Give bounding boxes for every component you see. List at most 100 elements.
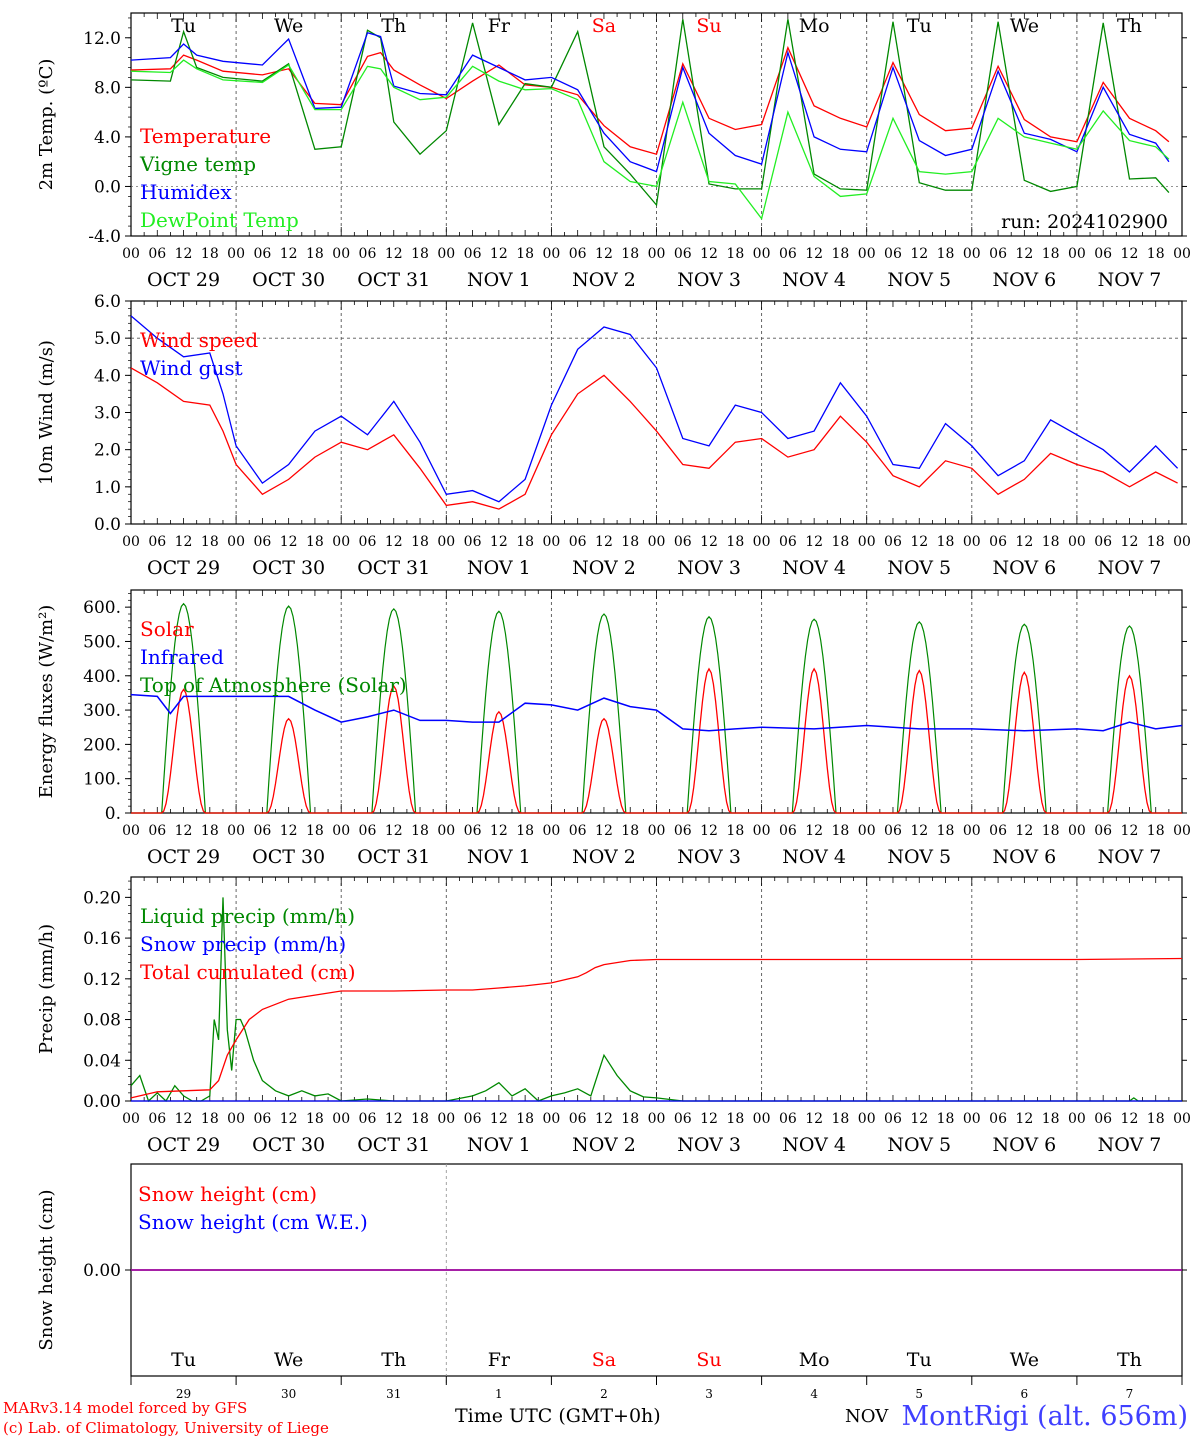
weekday-label: We — [1010, 15, 1039, 37]
hour-label: 12 — [1015, 246, 1033, 262]
hour-label: 18 — [411, 246, 429, 262]
date-label: NOV 3 — [677, 557, 741, 579]
hour-label: 12 — [700, 823, 718, 839]
hour-label: 06 — [674, 534, 692, 550]
hour-label: 06 — [674, 1111, 692, 1127]
y-tick-label: 4.0 — [94, 128, 121, 148]
hour-label: 06 — [1094, 1111, 1112, 1127]
day-number-label: 1 — [495, 1387, 503, 1401]
y-tick-label: 0.00 — [83, 1261, 121, 1281]
hour-label: 06 — [359, 1111, 377, 1127]
hour-label: 18 — [937, 1111, 955, 1127]
legend-entry: Top of Atmosphere (Solar) — [140, 673, 407, 697]
hour-label: 06 — [253, 534, 271, 550]
y-tick-label: 0.16 — [83, 929, 121, 949]
date-label: NOV 6 — [992, 269, 1056, 291]
date-label: NOV 2 — [572, 1134, 636, 1156]
hour-label: 18 — [621, 246, 639, 262]
hour-label: 12 — [805, 1111, 823, 1127]
hour-label: 12 — [280, 246, 298, 262]
y-tick-label: 300. — [83, 701, 121, 721]
y-tick-label: 1.0 — [94, 478, 121, 498]
day-number-label: 5 — [915, 1387, 923, 1401]
date-label: OCT 31 — [357, 846, 430, 868]
hour-label: 06 — [464, 534, 482, 550]
hour-label: 18 — [832, 1111, 850, 1127]
hour-label: 00 — [437, 823, 455, 839]
hour-label: 00 — [542, 246, 560, 262]
hour-label: 18 — [832, 534, 850, 550]
hour-label: 06 — [569, 246, 587, 262]
legend-entry: DewPoint Temp — [140, 208, 299, 232]
y-tick-label: 0.0 — [94, 515, 121, 535]
hour-label: 06 — [569, 823, 587, 839]
hour-label: 18 — [1147, 534, 1165, 550]
hour-label: 18 — [1042, 823, 1060, 839]
weekday-label: Th — [381, 1349, 406, 1371]
hour-label: 06 — [569, 534, 587, 550]
hour-label: 18 — [516, 534, 534, 550]
series-humidex — [130, 32, 1170, 173]
y-axis-title: Snow height (cm) — [36, 1189, 57, 1350]
hour-label: 18 — [726, 246, 744, 262]
hour-label: 12 — [1121, 246, 1139, 262]
date-label: NOV 5 — [887, 846, 951, 868]
date-label: NOV 2 — [572, 557, 636, 579]
date-label: OCT 29 — [147, 846, 220, 868]
hour-label: 06 — [989, 534, 1007, 550]
hour-label: 00 — [648, 1111, 666, 1127]
date-label: NOV 4 — [782, 557, 846, 579]
date-label: OCT 29 — [147, 557, 220, 579]
hour-label: 12 — [805, 246, 823, 262]
hour-label: 12 — [490, 1111, 508, 1127]
date-label: OCT 30 — [252, 1134, 325, 1156]
hour-label: 18 — [726, 1111, 744, 1127]
y-tick-label: 0.00 — [83, 1092, 121, 1112]
y-tick-label: 0. — [105, 804, 121, 824]
hour-label: 18 — [726, 823, 744, 839]
hour-label: 12 — [595, 246, 613, 262]
hour-label: 06 — [884, 534, 902, 550]
hour-label: 06 — [359, 823, 377, 839]
date-label: NOV 3 — [677, 1134, 741, 1156]
hour-label: 18 — [201, 534, 219, 550]
series-liquid-precip-mm-h- — [130, 897, 1182, 1103]
hour-label: 06 — [569, 1111, 587, 1127]
hour-label: 00 — [332, 534, 350, 550]
hour-label: 06 — [779, 1111, 797, 1127]
date-label: NOV 1 — [467, 557, 531, 579]
hour-label: 12 — [385, 246, 403, 262]
hour-label: 00 — [332, 246, 350, 262]
date-label: NOV 7 — [1098, 846, 1162, 868]
hour-label: 06 — [1094, 246, 1112, 262]
weekday-label: Tu — [171, 15, 196, 37]
y-tick-label: 12.0 — [83, 29, 121, 49]
hour-label: 00 — [332, 823, 350, 839]
hour-label: 12 — [385, 1111, 403, 1127]
hour-label: 06 — [359, 534, 377, 550]
hour-label: 00 — [858, 823, 876, 839]
date-label: NOV 4 — [782, 846, 846, 868]
legend-entry: Wind gust — [140, 356, 243, 380]
hour-label: 18 — [1042, 1111, 1060, 1127]
date-label: OCT 31 — [357, 557, 430, 579]
legend-entry: Solar — [140, 617, 194, 641]
y-tick-label: 100. — [83, 770, 121, 790]
date-label: NOV 4 — [782, 269, 846, 291]
hour-label: 18 — [832, 823, 850, 839]
date-label: OCT 31 — [357, 269, 430, 291]
hour-label: 06 — [253, 246, 271, 262]
y-tick-label: 4.0 — [94, 366, 121, 386]
hour-label: 12 — [595, 823, 613, 839]
hour-label: 12 — [175, 246, 193, 262]
hour-label: 00 — [1068, 246, 1086, 262]
hour-label: 00 — [858, 246, 876, 262]
hour-label: 12 — [595, 1111, 613, 1127]
date-label: NOV 1 — [467, 269, 531, 291]
hour-label: 18 — [1042, 246, 1060, 262]
y-tick-label: 2.0 — [94, 441, 121, 461]
hour-label: 12 — [700, 534, 718, 550]
date-label: NOV 5 — [887, 269, 951, 291]
hour-label: 18 — [832, 246, 850, 262]
y-tick-label: 600. — [83, 598, 121, 618]
